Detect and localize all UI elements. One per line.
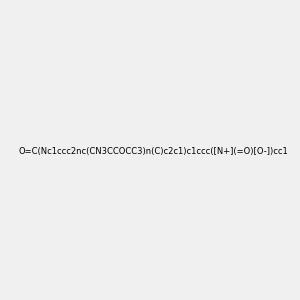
Text: O=C(Nc1ccc2nc(CN3CCOCC3)n(C)c2c1)c1ccc([N+](=O)[O-])cc1: O=C(Nc1ccc2nc(CN3CCOCC3)n(C)c2c1)c1ccc([…: [19, 147, 289, 156]
